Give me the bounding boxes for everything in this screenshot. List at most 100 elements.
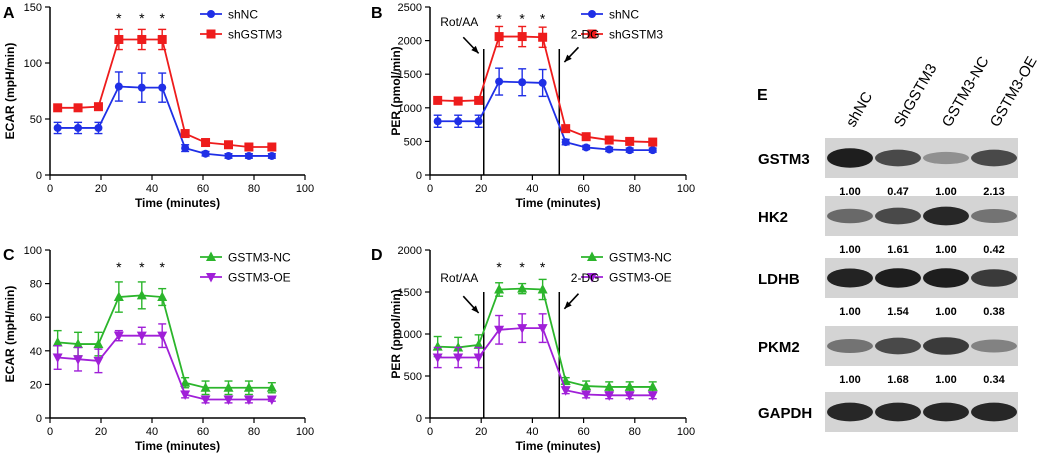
data-point — [518, 78, 527, 87]
x-tick-label: 100 — [677, 183, 695, 195]
series-shgstm3 — [433, 25, 658, 147]
blot-band — [827, 268, 873, 288]
protein-label: LDHB — [758, 271, 800, 288]
blot-band — [827, 208, 873, 224]
data-point — [157, 331, 168, 342]
data-point — [473, 339, 484, 349]
data-point — [517, 283, 528, 293]
blot-band — [923, 206, 969, 226]
legend-label: GSTM3-OE — [228, 271, 291, 285]
legend-marker — [587, 273, 597, 283]
lane-label: GSTM3-OE — [987, 54, 1041, 130]
significance-star: * — [139, 10, 145, 26]
blot-band — [875, 337, 921, 355]
x-tick-label: 20 — [95, 183, 107, 195]
data-point — [74, 123, 83, 132]
data-point — [433, 117, 442, 126]
data-point — [136, 331, 147, 342]
data-point — [223, 382, 234, 392]
y-tick-label: 2500 — [398, 2, 422, 14]
x-tick-label: 20 — [475, 183, 487, 195]
series-gstm3-oe — [432, 313, 658, 401]
x-axis-title: Time (minutes) — [135, 196, 220, 210]
data-point — [647, 391, 658, 401]
data-point — [180, 129, 190, 139]
blot-band — [923, 268, 969, 288]
data-point — [137, 83, 146, 92]
data-point — [454, 117, 463, 126]
data-point — [181, 144, 190, 153]
data-point — [266, 382, 277, 392]
y-axis-title: ECAR (mpH/min) — [3, 286, 17, 383]
blot-band — [971, 209, 1017, 223]
data-point — [267, 142, 277, 152]
x-tick-label: 60 — [577, 426, 589, 438]
y-tick-label: 100 — [24, 58, 42, 70]
x-tick-label: 40 — [146, 426, 158, 438]
data-point — [648, 146, 657, 155]
data-point — [137, 34, 147, 44]
data-point — [201, 149, 210, 158]
band-quantification: 1.00 — [935, 306, 956, 318]
band-quantification: 1.00 — [935, 374, 956, 386]
annotation-label: Rot/AA — [440, 271, 478, 285]
series-gstm3-nc — [52, 281, 277, 396]
data-point — [244, 151, 253, 160]
x-tick-label: 20 — [475, 426, 487, 438]
data-point — [433, 95, 443, 105]
band-quantification: 1.00 — [839, 244, 860, 256]
y-tick-label: 20 — [30, 379, 42, 391]
y-tick-label: 0 — [36, 170, 42, 182]
data-point — [73, 338, 84, 349]
blot-band — [875, 149, 921, 167]
band-quantification: 0.42 — [983, 244, 1004, 256]
data-point — [114, 34, 124, 44]
x-tick-label: 20 — [95, 426, 107, 438]
band-quantification: 2.13 — [983, 186, 1004, 198]
blot-row-pkm2: PKM2 1.00 1.68 1.00 0.34 — [758, 326, 1018, 386]
significance-star: * — [159, 10, 165, 26]
band-quantification: 1.00 — [839, 186, 860, 198]
data-point — [561, 138, 570, 147]
y-tick-label: 2000 — [398, 36, 422, 48]
annotation-arrowhead — [564, 301, 572, 309]
data-point — [243, 382, 254, 392]
panel-c-ecar-chart: C 0 20 40 60 80 100 0 20 40 60 80 100 Time (minutes) E… — [3, 245, 314, 453]
blot-row-gapdh: GAPDH — [758, 392, 1018, 432]
x-tick-label: 80 — [629, 183, 641, 195]
data-point — [157, 34, 167, 44]
y-tick-label: 150 — [24, 2, 42, 14]
data-point — [52, 353, 63, 364]
data-point — [200, 395, 211, 406]
band-quantification: 0.38 — [983, 306, 1004, 318]
series-gstm3-oe — [52, 323, 277, 406]
data-point — [432, 341, 443, 351]
significance-star: * — [540, 259, 546, 275]
data-point — [537, 324, 548, 334]
x-tick-label: 0 — [427, 426, 433, 438]
data-point — [53, 103, 63, 113]
data-point — [494, 32, 504, 42]
data-point — [432, 353, 443, 364]
series-line — [57, 334, 272, 401]
protein-label: GSTM3 — [758, 151, 810, 168]
significance-star: * — [519, 259, 525, 275]
legend-label: GSTM3-NC — [228, 251, 291, 265]
blot-row-hk2: HK2 1.00 1.61 1.00 0.42 — [758, 196, 1018, 256]
legend-marker — [587, 29, 597, 39]
y-tick-label: 0 — [416, 413, 422, 425]
panel-label: A — [3, 5, 15, 22]
panel-label-e: E — [757, 87, 768, 104]
data-point — [201, 138, 211, 148]
x-axis-title: Time (minutes) — [515, 196, 600, 210]
lane-label: GSTM3-NC — [939, 54, 993, 130]
data-point — [93, 356, 104, 367]
x-tick-label: 100 — [296, 426, 314, 438]
data-point — [624, 391, 635, 401]
data-point — [647, 381, 658, 391]
data-point — [494, 325, 505, 336]
significance-star: * — [159, 259, 165, 275]
significance-star: * — [139, 259, 145, 275]
y-axis-title: PER (pmol/min) — [389, 46, 403, 135]
panel-a-ecar-chart: A 0 50 100 150 0 20 40 60 80 100 Time (minutes) ECAR… — [3, 2, 314, 210]
